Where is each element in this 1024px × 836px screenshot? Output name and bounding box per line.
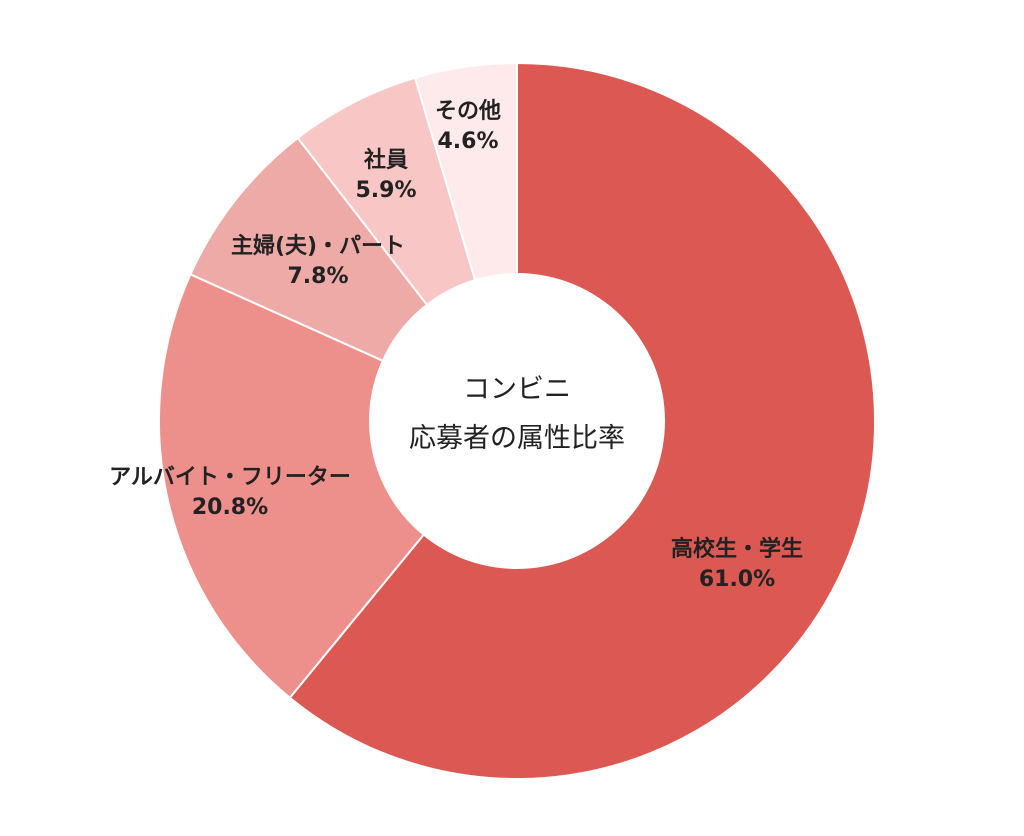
slice-value-label-1: 61.0% [699, 567, 775, 592]
slice-label-3: 主婦(夫)・パート [231, 233, 405, 259]
slice-value-label-4: 5.9% [355, 178, 416, 203]
slice-value-label-2: 20.8% [192, 495, 268, 520]
slice-label-5: その他 [435, 99, 501, 124]
slice-label-2: アルバイト・フリーター [109, 465, 351, 490]
pie-slice-2 [158, 273, 519, 700]
donut-hole [369, 273, 665, 569]
slice-label-4: 社員 [364, 147, 408, 173]
label-group: 高校生・学生 61.0% アルバイト・フリーター 20.8% 主婦(夫)・パート 7.8%… [109, 99, 803, 592]
slice-value-label-3: 7.8% [287, 264, 348, 289]
slice-value-label-5: 4.6% [437, 129, 498, 154]
center-title-line2: 応募者の属性比率 [409, 423, 625, 454]
slice-label-1: 高校生・学生 [671, 536, 803, 562]
center-title-line1: コンビニ [463, 374, 571, 405]
